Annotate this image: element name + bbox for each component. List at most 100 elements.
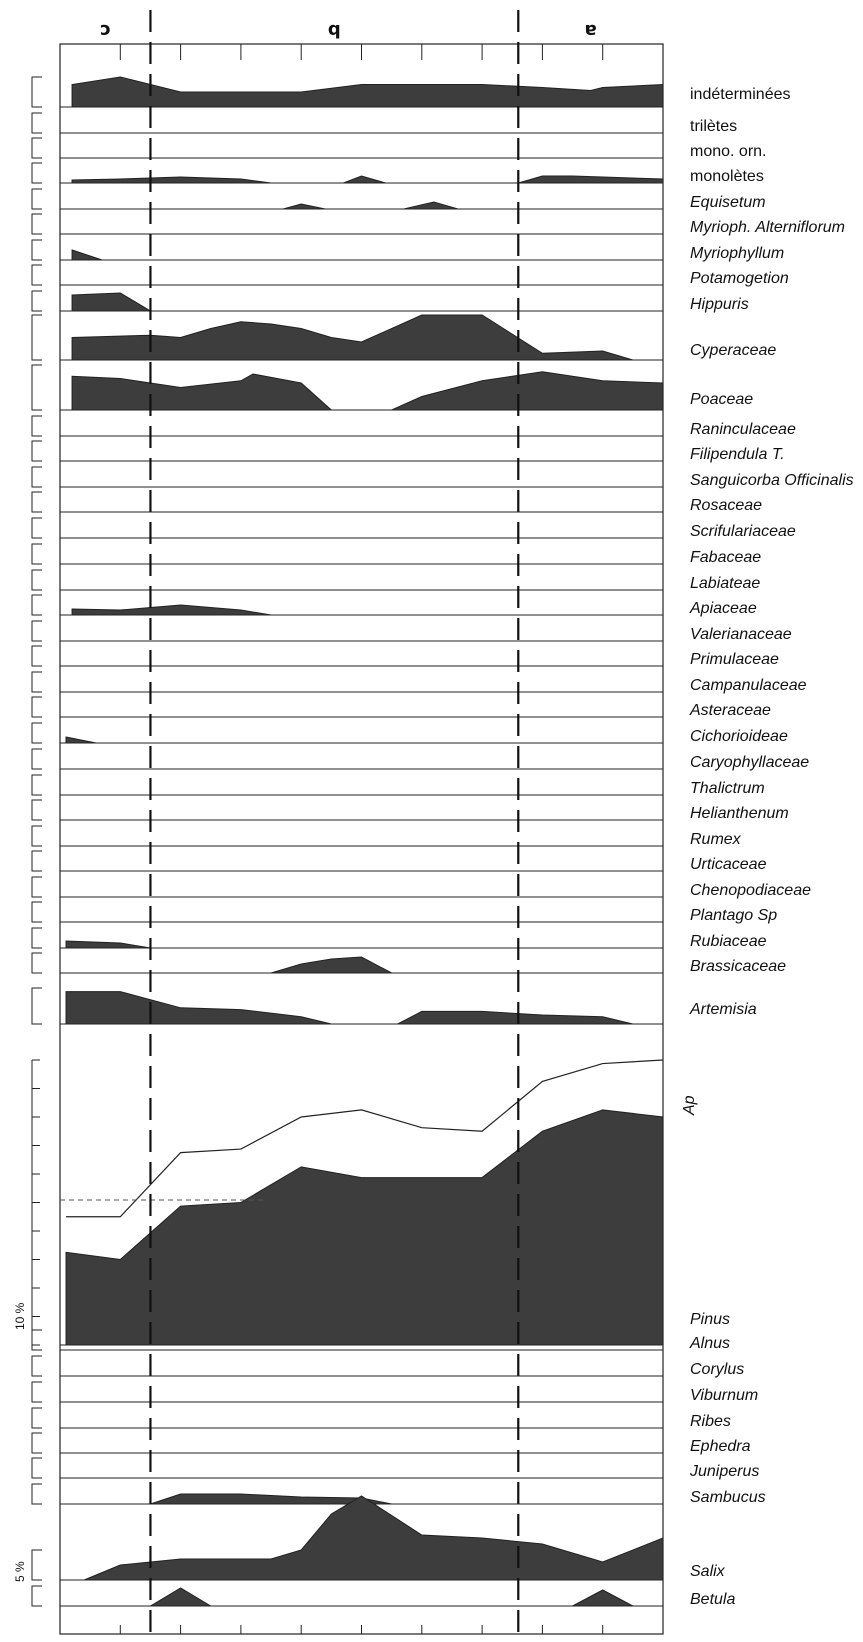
- scale-bracket: [31, 264, 42, 286]
- series-row-0: indéterminées: [31, 76, 791, 108]
- scale-bracket: [31, 987, 42, 1025]
- series-label: Alnus: [689, 1335, 730, 1352]
- scale-bracket: [31, 1381, 42, 1403]
- scale-bracket: [31, 415, 42, 437]
- series-label: Salix: [690, 1563, 726, 1580]
- scale-bracket: [31, 696, 42, 718]
- series-label: Equisetum: [690, 194, 766, 211]
- series-label: Rumex: [690, 831, 742, 848]
- scale-bracket: [31, 466, 42, 488]
- scale-bracket: [31, 748, 42, 770]
- series-row-29: Chenopodiaceae: [31, 876, 811, 899]
- series-label: Cyperaceae: [690, 342, 776, 359]
- series-row-35: Alnus: [31, 1329, 730, 1352]
- series-label: indéterminées: [690, 86, 791, 103]
- series-row-36: Corylus: [31, 1355, 744, 1378]
- series-label: Cichorioideae: [690, 728, 788, 745]
- series-row-21: Campanulaceae: [31, 671, 807, 694]
- series-row-10: Poaceae: [31, 364, 753, 411]
- series-row-24: Caryophyllaceae: [31, 748, 809, 771]
- series-row-16: Fabaceae: [31, 543, 761, 566]
- series-row-2: mono. orn.: [31, 137, 766, 160]
- scale-bracket: [31, 1407, 42, 1429]
- series-label: Artemisia: [689, 1001, 757, 1018]
- scale-bracket: [31, 876, 42, 898]
- series-area: [71, 314, 633, 361]
- series-row-30: Plantago Sp: [31, 901, 777, 924]
- scale-bracket: [31, 76, 42, 108]
- series-label: Ribes: [690, 1413, 731, 1430]
- scale-bracket: [31, 112, 42, 134]
- series-row-27: Rumex: [31, 825, 742, 848]
- series-label: Pinus: [690, 1311, 730, 1328]
- series-label: Rosaceae: [690, 497, 762, 514]
- scale-bracket: [31, 517, 42, 539]
- series-label: Poaceae: [690, 391, 753, 408]
- series-label: Myriophyllum: [690, 245, 784, 262]
- series-area: [71, 175, 664, 184]
- scale-bracket: [31, 162, 42, 184]
- series-row-17: Labiateae: [31, 569, 760, 592]
- series-row-1: trilètes: [31, 112, 737, 135]
- scale-bracket: [31, 1457, 42, 1479]
- zone-label: a: [585, 20, 597, 41]
- series-label: Myrioph. Alterniflorum: [690, 219, 845, 236]
- series-label: Hippuris: [690, 296, 749, 313]
- scale-bracket: [31, 645, 42, 667]
- scale-bracket: [31, 594, 42, 616]
- scale-bracket: [31, 137, 42, 159]
- scale-bracket: [31, 239, 42, 261]
- series-area: [71, 292, 153, 312]
- series-row-26: Helianthenum: [31, 799, 789, 822]
- series-label: Brassicaceae: [690, 958, 786, 975]
- series-area: [65, 1109, 664, 1346]
- series-area: [282, 201, 459, 210]
- scale-bracket: [31, 1432, 42, 1454]
- series-row-39: Ephedra: [31, 1432, 751, 1455]
- series-row-18: Apiaceae: [31, 594, 757, 617]
- series-label: Viburnum: [690, 1387, 758, 1404]
- series-row-23: Cichorioideae: [31, 722, 788, 745]
- scale-bracket: [31, 774, 42, 796]
- scale-bracket: [31, 188, 42, 210]
- series-label: monolètes: [690, 168, 764, 185]
- scale-bracket: [31, 491, 42, 513]
- scale-bracket: [31, 440, 42, 462]
- zone-label: b: [328, 20, 341, 41]
- series-row-12: Filipendula T.: [31, 440, 785, 463]
- scale-bracket: [31, 543, 42, 565]
- series-row-4: Equisetum: [31, 188, 766, 211]
- series-row-5: Myrioph. Alterniflorum: [31, 213, 845, 236]
- scale-bracket: [31, 799, 42, 821]
- series-area: [148, 1587, 634, 1607]
- series-label: Sanguicorba Officinalis: [690, 472, 854, 489]
- series-row-3: monolètes: [31, 162, 764, 185]
- scale-bracket: [31, 1585, 42, 1607]
- series-label: Primulaceae: [690, 651, 779, 668]
- series-label: Apiaceae: [689, 600, 757, 617]
- series-area: [270, 956, 392, 974]
- series-label: Ephedra: [690, 1438, 751, 1455]
- series-label: Sambucus: [690, 1489, 766, 1506]
- ap-curve: [66, 1059, 664, 1218]
- scale-bracket: [31, 314, 42, 361]
- series-area: [71, 604, 272, 616]
- series-label: Corylus: [690, 1361, 744, 1378]
- scale-bracket: [31, 952, 42, 974]
- series-row-34: Pinus: [60, 1109, 730, 1346]
- series-label: Asteraceae: [689, 702, 771, 719]
- series-row-14: Rosaceae: [31, 491, 762, 514]
- series-area: [83, 1495, 664, 1581]
- pinus-scale-label: 10 %: [13, 1302, 27, 1330]
- scale-bracket: [31, 1549, 42, 1581]
- scale-bracket: [31, 1329, 42, 1351]
- series-row-41: Sambucus: [31, 1483, 766, 1506]
- series-label: Filipendula T.: [690, 446, 785, 463]
- scale-bracket: [31, 1483, 42, 1505]
- series-label: Thalictrum: [690, 780, 765, 797]
- series-label: Rubiaceae: [690, 933, 767, 950]
- series-label: Juniperus: [689, 1463, 759, 1480]
- series-label: Labiateae: [690, 575, 760, 592]
- series-area: [71, 371, 664, 411]
